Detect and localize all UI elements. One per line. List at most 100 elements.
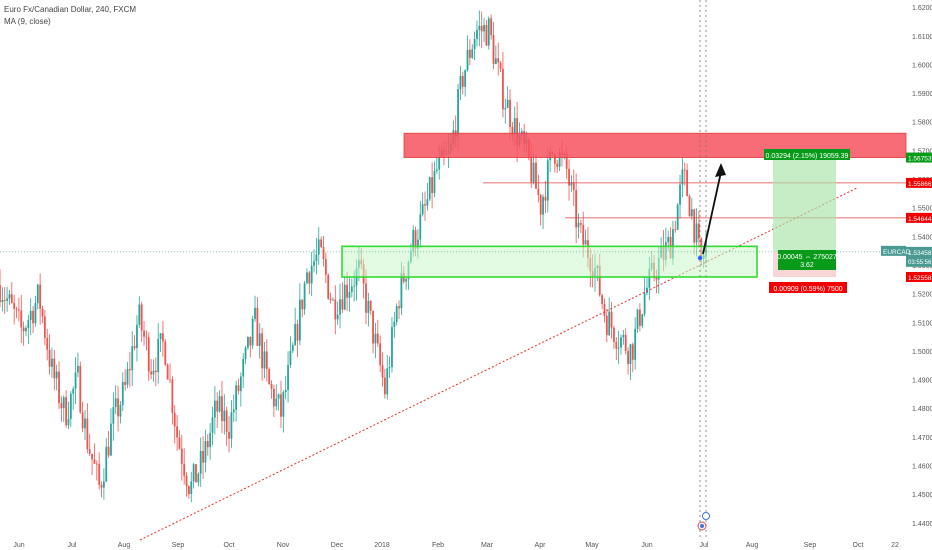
candle-body-128 — [301, 299, 304, 310]
current-price-time: 03:55:56 — [908, 260, 932, 266]
candle-body-25 — [58, 371, 60, 404]
price-tick-10: 1.52000 — [912, 292, 932, 299]
candle-body-33 — [77, 365, 79, 373]
candle-body-60 — [140, 304, 143, 331]
candle-body-48 — [112, 407, 115, 424]
candle-body-292 — [688, 196, 691, 217]
candle-body-67 — [157, 338, 160, 373]
candle-body-177 — [417, 239, 419, 249]
candle-body-94 — [221, 396, 223, 422]
candle-body-62 — [145, 336, 148, 338]
candle-body-4 — [8, 294, 11, 299]
level-1-tag: 1.55866 — [908, 181, 932, 188]
candle-body-258 — [608, 311, 611, 336]
candle-body-146 — [343, 284, 346, 310]
candle-body-269 — [634, 328, 637, 360]
candle-body-295 — [695, 223, 698, 243]
candle-body-160 — [376, 333, 379, 344]
candle-body-1 — [1, 299, 4, 303]
candle-body-287 — [676, 204, 679, 230]
candle-body-259 — [610, 311, 613, 328]
candle-body-178 — [419, 214, 422, 240]
candle-body-35 — [81, 412, 84, 429]
candle-body-63 — [147, 337, 150, 372]
candle-body-209 — [492, 34, 495, 64]
price-tick-0: 1.62000 — [912, 5, 932, 12]
candle-body-237 — [558, 152, 561, 167]
price-tick-1: 1.61000 — [912, 34, 932, 41]
candle-body-172 — [405, 278, 408, 282]
price-tick-17: 1.45000 — [912, 492, 932, 499]
candle-body-99 — [232, 409, 235, 413]
long-profit-area — [773, 157, 836, 251]
candle-body-130 — [306, 272, 308, 284]
event-marker-1 — [702, 512, 710, 520]
candle-body-215 — [506, 99, 509, 108]
candle-body-145 — [341, 299, 344, 310]
candle-body-22 — [51, 358, 53, 367]
candle-body-272 — [641, 314, 644, 326]
time-tick-6: Dec — [331, 542, 344, 549]
candle-body-294 — [693, 209, 696, 243]
candle-body-196 — [461, 75, 464, 87]
candle-body-245 — [577, 222, 580, 228]
candle-body-246 — [579, 222, 582, 225]
candle-body-264 — [622, 334, 625, 338]
candle-body-106 — [249, 336, 252, 346]
stop-price-tag: 1.52558 — [908, 275, 932, 282]
candle-body-263 — [620, 337, 622, 348]
candle-body-260 — [613, 327, 615, 342]
candle-body-17 — [39, 284, 42, 309]
candle-body-126 — [296, 324, 299, 341]
candle-body-107 — [251, 318, 254, 346]
candle-body-95 — [223, 410, 226, 422]
candle-body-6 — [13, 302, 16, 309]
candle-body-165 — [388, 367, 391, 369]
candle-body-97 — [228, 432, 230, 439]
candle-body-166 — [391, 326, 393, 368]
candle-body-56 — [131, 346, 134, 371]
candle-body-136 — [320, 239, 323, 248]
candle-body-85 — [199, 450, 202, 474]
candle-body-255 — [601, 295, 604, 304]
candle-body-123 — [289, 350, 292, 365]
price-tick-5: 1.57000 — [912, 148, 932, 155]
candle-body-55 — [128, 369, 131, 371]
candle-body-102 — [239, 376, 242, 392]
time-tick-0: Jun — [13, 542, 24, 549]
candle-body-65 — [152, 370, 155, 375]
candle-body-179 — [421, 204, 424, 215]
candle-body-127 — [298, 299, 301, 341]
candle-body-205 — [483, 24, 485, 32]
candle-body-9 — [20, 310, 23, 328]
candle-body-7 — [15, 308, 18, 310]
level-2-tag-bg — [906, 212, 932, 223]
candle-body-11 — [25, 327, 27, 332]
candle-body-266 — [627, 351, 629, 364]
candle-body-168 — [395, 306, 398, 322]
profit-tag-bg — [764, 149, 850, 160]
entry-tag-bg — [778, 250, 836, 270]
candle-body-214 — [504, 107, 507, 110]
candle-body-132 — [310, 265, 313, 284]
price-tick-12: 1.50000 — [912, 349, 932, 356]
candle-body-98 — [230, 412, 233, 439]
candle-body-217 — [511, 127, 514, 135]
candle-body-115 — [270, 384, 273, 389]
candle-body-242 — [570, 182, 573, 186]
candle-body-241 — [568, 168, 570, 186]
target-price-tag-bg — [906, 152, 932, 163]
candle-body-210 — [494, 58, 497, 64]
candle-body-109 — [256, 307, 259, 346]
loss-tag-bg — [769, 282, 847, 293]
candle-body-278 — [655, 276, 658, 280]
candle-body-162 — [381, 365, 384, 378]
candle-body-235 — [553, 154, 556, 164]
time-tick-9: Mar — [481, 542, 494, 549]
entry-point — [697, 255, 703, 261]
candle-body-271 — [638, 309, 641, 326]
forecast-arrow-shaft — [702, 171, 722, 255]
candle-body-230 — [542, 196, 544, 215]
time-tick-14: Aug — [746, 542, 759, 549]
